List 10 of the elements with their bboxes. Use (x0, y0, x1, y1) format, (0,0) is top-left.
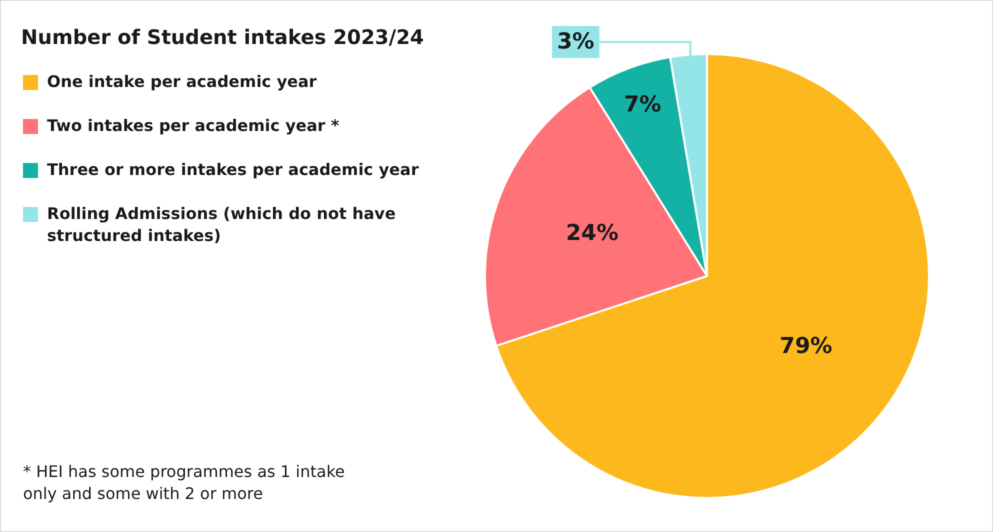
legend-label: Three or more intakes per academic year (47, 159, 419, 181)
legend-label: Rolling Admissions (which do not have structured intakes) (47, 203, 397, 247)
data-label: 24% (566, 221, 619, 246)
data-label: 7% (624, 92, 662, 118)
data-label: 79% (780, 334, 832, 360)
legend-label: Two intakes per academic year * (47, 115, 340, 137)
chart-title: Number of Student intakes 2023/24 (21, 25, 424, 49)
legend-label: One intake per academic year (47, 71, 317, 93)
data-label: 3% (556, 30, 594, 55)
text: * HEI has some programmes as 1 intake only and some with 2 or more (23, 461, 346, 505)
